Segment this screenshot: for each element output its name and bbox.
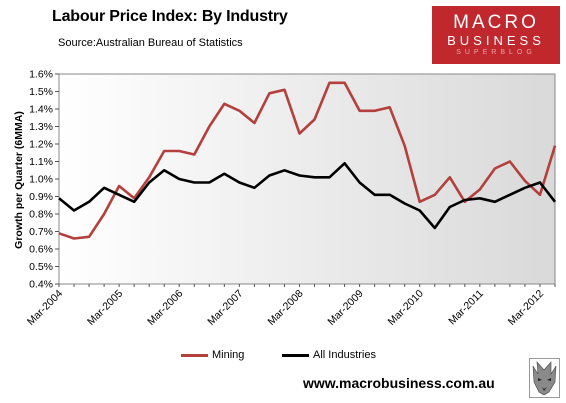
x-tick-label: Mar-2009 — [325, 288, 365, 328]
y-axis: 0.4% 0.5% 0.6% 0.7% 0.8% 0.9% 1.0% 1.1% 1.2% 1.3%… — [29, 69, 59, 291]
legend: Mining All Industries — [0, 349, 566, 365]
x-tick-label: Mar-2007 — [205, 288, 245, 328]
y-tick-label: 0.9% — [29, 191, 53, 203]
y-tick-label: 1.4% — [29, 104, 53, 116]
x-tick-label: Mar-2005 — [85, 288, 125, 328]
logo-line-macro: MACRO — [453, 12, 539, 33]
y-tick-label: 1.1% — [29, 156, 53, 168]
series-lines — [58, 81, 557, 240]
y-tick-label: 0.6% — [29, 244, 53, 256]
x-tick-label: Mar-2010 — [386, 288, 426, 328]
logo-line-superblog: SUPERBLOG — [456, 49, 536, 56]
y-tick-label: 0.8% — [29, 209, 53, 221]
legend-item-all-industries: All Industries — [282, 349, 376, 361]
legend-label-all-industries: All Industries — [313, 349, 376, 361]
plot-area — [58, 73, 556, 285]
wolf-logo-icon — [529, 358, 560, 398]
legend-swatch-mining — [181, 353, 208, 357]
y-tick-label: 1.2% — [29, 139, 53, 151]
y-tick-label: 1.0% — [29, 174, 53, 186]
y-tick-label: 0.5% — [29, 261, 53, 273]
legend-label-mining: Mining — [212, 349, 245, 361]
logo-line-business: BUSINESS — [447, 33, 545, 48]
chart-title: Labour Price Index: By Industry — [52, 8, 288, 25]
y-tick-label: 1.6% — [29, 69, 53, 81]
series-line-mining — [58, 81, 557, 240]
chart-source: Source:Australian Bureau of Statistics — [58, 37, 243, 49]
y-tick-label: 1.5% — [29, 86, 53, 98]
x-tick-label: Mar-2006 — [145, 288, 185, 328]
legend-item-mining: Mining — [181, 349, 244, 361]
website-link[interactable]: www.macrobusiness.com.au — [303, 375, 495, 391]
legend-swatch-all-industries — [282, 353, 309, 357]
x-tick-label: Mar-2008 — [265, 288, 305, 328]
y-tick-label: 0.7% — [29, 226, 53, 238]
y-tick-label: 0.4% — [29, 279, 53, 291]
x-axis: Mar-2004 Mar-2005 Mar-2006 Mar-2007 Mar-2008… — [25, 284, 556, 328]
x-tick-label: Mar-2011 — [446, 288, 486, 328]
y-tick-label: 1.3% — [29, 121, 53, 133]
macro-business-logo[interactable]: MACRO BUSINESS SUPERBLOG — [432, 6, 560, 64]
x-tick-label: Mar-2004 — [25, 288, 65, 328]
x-tick-label: Mar-2012 — [506, 288, 546, 328]
series-line-all-industries — [58, 162, 557, 230]
